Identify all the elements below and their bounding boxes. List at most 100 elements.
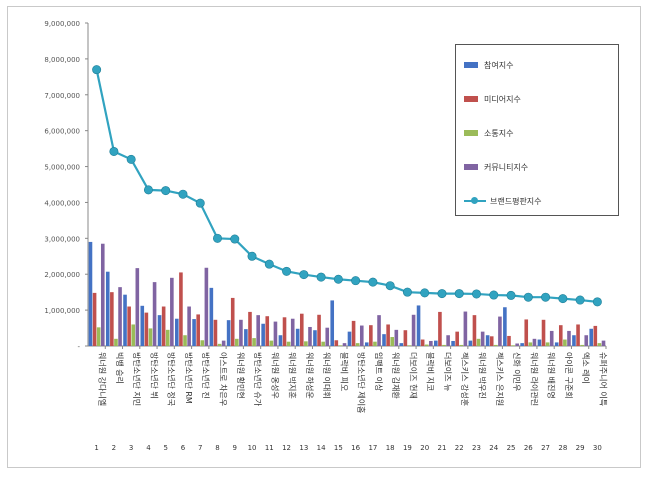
bar <box>485 335 490 346</box>
bar <box>584 335 589 346</box>
bar <box>438 311 442 346</box>
line-point <box>213 233 223 243</box>
line-point <box>368 277 378 287</box>
bar <box>187 306 191 346</box>
y-tick-label: - <box>77 343 80 351</box>
legend-marker <box>471 197 478 204</box>
bar <box>165 329 170 346</box>
rank-label: 6 <box>181 444 186 452</box>
bar <box>382 334 386 346</box>
bar <box>386 324 390 346</box>
bar <box>420 339 425 346</box>
bar <box>359 325 364 346</box>
x-category-label: 블락비 지코 <box>426 352 436 391</box>
rank-label: 9 <box>233 444 237 452</box>
y-tick-label: 5,000,000 <box>44 164 80 172</box>
line-point <box>592 297 602 307</box>
bar <box>252 338 256 346</box>
rank-label: 3 <box>129 444 133 452</box>
x-category-label: 빅뱅 승리 <box>115 352 125 384</box>
rank-label: 26 <box>524 444 533 452</box>
y-tick-label: 1,000,000 <box>44 307 80 315</box>
rank-label: 17 <box>368 444 377 452</box>
bar <box>416 305 421 346</box>
bar <box>468 340 473 346</box>
line-point <box>299 270 309 280</box>
bar <box>580 344 584 346</box>
line-point <box>109 146 119 156</box>
bar <box>230 297 235 346</box>
bar <box>411 314 416 346</box>
bar <box>554 342 559 346</box>
tick-labels: 9,000,000 8,000,000 7,000,000 6,000,000 5,00… <box>44 20 608 452</box>
bar <box>140 305 145 346</box>
rank-label: 16 <box>351 444 360 452</box>
bar <box>96 327 101 346</box>
bar <box>244 329 248 346</box>
bar <box>170 277 174 346</box>
bar <box>209 287 214 346</box>
bar <box>476 338 481 346</box>
bar <box>494 344 498 346</box>
legend-label: 커뮤니티지수 <box>484 162 529 172</box>
bar <box>161 306 166 346</box>
bar <box>248 311 252 346</box>
bar <box>308 326 312 346</box>
line-point <box>489 290 499 300</box>
x-category-label: 아이콘 구준회 <box>564 352 574 399</box>
x-category-label: 젝스키스 은지원 <box>495 352 505 406</box>
rank-label: 12 <box>282 444 291 452</box>
bar <box>330 300 335 346</box>
bar <box>342 343 347 346</box>
x-category-label: 더보이즈 뉴 <box>443 352 453 391</box>
line-point <box>558 294 568 304</box>
bar <box>282 317 287 346</box>
legend-swatch <box>464 62 478 68</box>
bar <box>597 343 602 346</box>
x-category-label: 방탄소년단 슈가 <box>253 352 263 407</box>
line-point <box>230 234 240 244</box>
bar <box>377 315 381 346</box>
bar <box>399 343 404 346</box>
x-category-label: 워너원 배진영 <box>547 352 557 399</box>
rank-label: 7 <box>198 444 202 452</box>
y-tick-label: 6,000,000 <box>44 128 80 136</box>
bar <box>394 329 399 346</box>
rank-label: 13 <box>299 444 308 452</box>
y-tick-label: 2,000,000 <box>44 271 80 279</box>
bar <box>265 316 270 346</box>
bar <box>200 340 205 346</box>
x-category-label: 워너원 하성운 <box>305 352 315 399</box>
rank-label: 29 <box>576 444 585 452</box>
bar <box>144 312 149 346</box>
bar <box>589 328 594 346</box>
bar <box>317 314 321 346</box>
bar <box>295 328 300 346</box>
bar <box>92 292 97 346</box>
rank-label: 18 <box>386 444 395 452</box>
legend-item-communication: 소통지수 <box>464 126 513 140</box>
bar <box>221 340 226 346</box>
line-point <box>541 292 551 302</box>
bar <box>213 319 218 346</box>
bar <box>528 342 533 346</box>
bar <box>131 324 136 346</box>
legend-label: 소통지수 <box>484 128 514 138</box>
bar <box>118 287 122 346</box>
bar <box>175 318 179 346</box>
bar <box>459 344 464 346</box>
legend-item-participation: 참여지수 <box>464 58 513 72</box>
x-category-label: 워너원 이대휘 <box>322 352 332 399</box>
rank-label: 4 <box>146 444 151 452</box>
bar <box>532 338 537 346</box>
line-point <box>420 288 430 298</box>
x-category-label: 워너원 박지훈 <box>288 352 298 399</box>
bar <box>403 330 408 346</box>
rank-label: 5 <box>163 444 167 452</box>
bar <box>114 338 118 346</box>
legend-label: 미디어지수 <box>484 94 521 104</box>
bar <box>299 313 304 346</box>
bar <box>196 314 200 346</box>
legend-swatch <box>464 130 478 136</box>
bar <box>451 340 455 346</box>
